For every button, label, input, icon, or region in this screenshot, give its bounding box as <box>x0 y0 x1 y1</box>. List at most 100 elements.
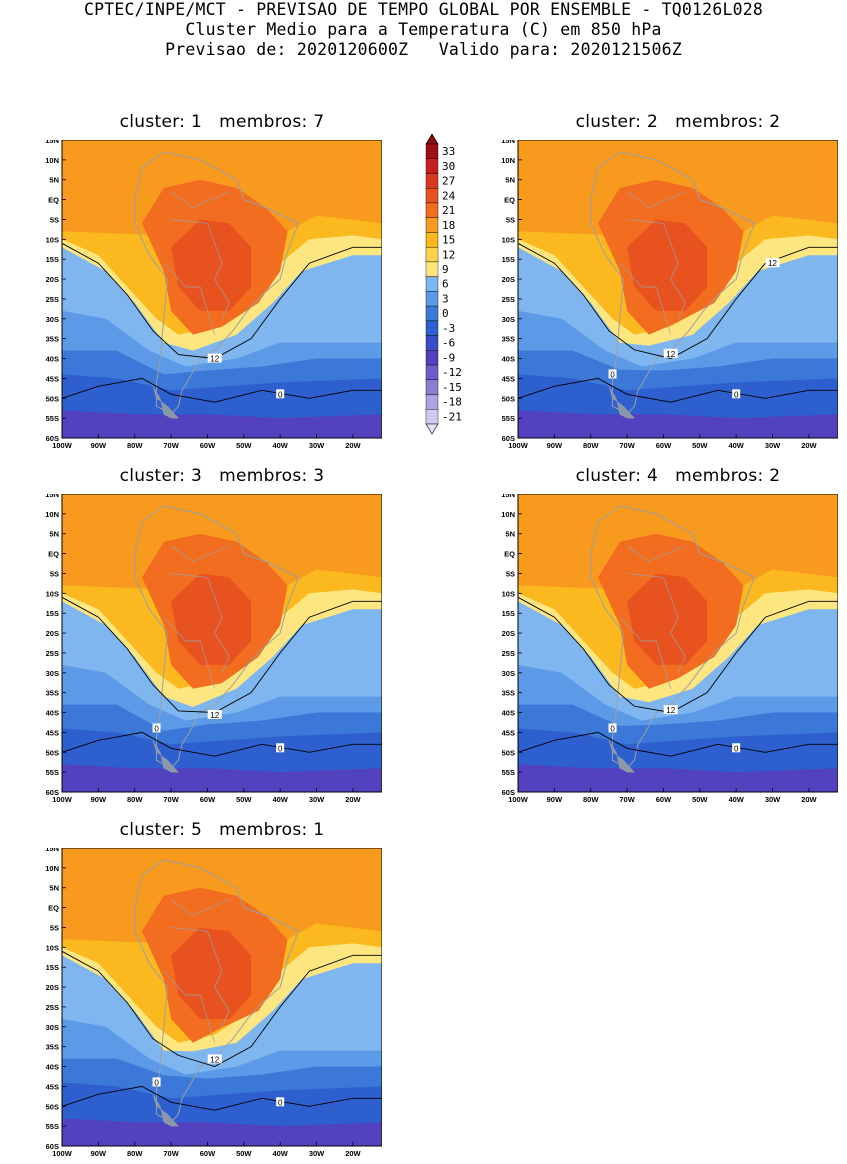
lat-tick-label: 60S <box>46 788 59 797</box>
lon-tick-label: 70W <box>619 441 635 450</box>
lat-tick-label: 20S <box>502 275 515 284</box>
contour-label-12: 12 <box>666 350 675 359</box>
lon-tick-label: 20W <box>345 1149 361 1158</box>
colorbar-label: 24 <box>442 189 456 202</box>
colorbar-label: 12 <box>442 248 455 261</box>
lat-tick-label: 25S <box>502 295 515 304</box>
lat-tick-label: 45S <box>46 1082 59 1091</box>
contour-label-12: 12 <box>666 706 675 715</box>
colorbar-swatch <box>425 276 439 292</box>
lat-tick-label: 10N <box>45 864 59 873</box>
lon-tick-label: 80W <box>127 441 143 450</box>
colorbar-label: 18 <box>442 219 455 232</box>
colorbar-swatch <box>425 409 439 425</box>
lat-tick-label: 35S <box>46 335 59 344</box>
lon-tick-label: 100W <box>508 441 529 450</box>
lon-tick-label: 30W <box>765 795 781 804</box>
lat-tick-label: 15S <box>46 609 59 618</box>
lon-tick-label: 50W <box>692 441 708 450</box>
colorbar-label: -3 <box>442 322 455 335</box>
lat-tick-label: 15S <box>46 255 59 264</box>
lon-tick-label: 70W <box>163 795 179 804</box>
lat-tick-label: 5N <box>49 530 59 539</box>
lat-tick-label: 55S <box>46 768 59 777</box>
lon-tick-label: 80W <box>583 795 599 804</box>
lon-tick-label: 100W <box>52 1149 73 1158</box>
lon-tick-label: 50W <box>236 441 252 450</box>
colorbar-swatch <box>425 335 439 351</box>
lat-tick-label: 5S <box>506 569 515 578</box>
colorbar-swatch <box>425 261 439 277</box>
lat-tick-label: 40S <box>46 355 59 364</box>
colorbar-swatch <box>425 291 439 307</box>
lat-tick-label: 5N <box>505 530 515 539</box>
lon-tick-label: 100W <box>52 441 73 450</box>
lon-tick-label: 100W <box>508 795 529 804</box>
contour-label-12: 12 <box>210 711 219 720</box>
lat-tick-label: 25S <box>46 295 59 304</box>
colorbar-label: 33 <box>442 145 455 158</box>
colorbar-swatch <box>425 350 439 366</box>
lon-tick-label: 80W <box>127 1149 143 1158</box>
lat-tick-label: EQ <box>48 904 59 913</box>
contour-label-bg <box>663 348 678 358</box>
lat-tick-label: EQ <box>504 196 515 205</box>
lat-tick-label: 30S <box>502 315 515 324</box>
lat-tick-label: 35S <box>46 1043 59 1052</box>
lat-tick-label: 15N <box>45 140 59 145</box>
colorbar-swatch <box>425 320 439 336</box>
lat-tick-label: 5S <box>50 215 59 224</box>
colorbar-label: -21 <box>442 410 462 423</box>
lat-tick-label: 10S <box>46 943 59 952</box>
colorbar-swatch <box>425 173 439 189</box>
colorbar-bottom-arrow <box>425 423 439 435</box>
lat-tick-label: 15N <box>45 848 59 853</box>
lat-tick-label: 40S <box>46 709 59 718</box>
contour-label-bg <box>207 1054 222 1064</box>
header-line-3: Previsao de: 2020120600Z Valido para: 20… <box>165 40 682 59</box>
lat-tick-label: 60S <box>502 788 515 797</box>
header-line-1: CPTEC/INPE/MCT - PREVISAO DE TEMPO GLOBA… <box>84 0 763 19</box>
colorbar-label: 3 <box>442 292 449 305</box>
colorbar-label: 27 <box>442 175 455 188</box>
header-line-2: Cluster Medio para a Temperatura (C) em … <box>185 20 662 39</box>
lon-tick-label: 90W <box>91 441 107 450</box>
lon-tick-label: 40W <box>272 795 288 804</box>
panel-title-cluster-2: cluster: 2 membros: 2 <box>575 112 781 132</box>
contour-label-0: 0 <box>278 744 283 753</box>
contour-label-0: 0 <box>154 1078 159 1087</box>
lat-tick-label: 25S <box>46 649 59 658</box>
lon-tick-label: 20W <box>801 795 817 804</box>
contour-label-0: 0 <box>734 744 739 753</box>
lat-tick-label: 40S <box>46 1063 59 1072</box>
lat-tick-label: 50S <box>502 748 515 757</box>
colorbar-label: 0 <box>442 307 449 320</box>
lat-tick-label: 15N <box>501 140 515 145</box>
lat-tick-label: EQ <box>48 196 59 205</box>
lon-tick-label: 30W <box>309 1149 325 1158</box>
lat-tick-label: 45S <box>502 728 515 737</box>
lon-tick-label: 20W <box>345 795 361 804</box>
lat-tick-label: 15S <box>502 255 515 264</box>
lon-tick-label: 90W <box>91 795 107 804</box>
temperature-map-cluster-4: 12 0 0 15N 10N 5N EQ 5S 10S 15S 20S 25S 30S 35S 40S 45S… <box>501 494 838 804</box>
lat-tick-label: 35S <box>502 335 515 344</box>
lon-tick-label: 50W <box>692 795 708 804</box>
contour-label-0: 0 <box>278 1098 283 1107</box>
colorbar-swatch <box>425 379 439 395</box>
lat-tick-label: 25S <box>502 649 515 658</box>
lat-tick-label: 30S <box>46 1023 59 1032</box>
lat-tick-label: 25S <box>46 1003 59 1012</box>
lat-tick-label: 35S <box>502 689 515 698</box>
lat-tick-label: 60S <box>46 434 59 443</box>
colorbar-label: 6 <box>442 278 449 291</box>
contour-label-bg <box>207 353 222 363</box>
lat-tick-label: 20S <box>502 629 515 638</box>
lat-tick-label: 50S <box>46 1102 59 1111</box>
lat-tick-label: 20S <box>46 629 59 638</box>
lat-tick-label: 30S <box>502 669 515 678</box>
lon-tick-label: 60W <box>656 795 672 804</box>
panel-title-cluster-1: cluster: 1 membros: 7 <box>119 112 325 132</box>
lat-tick-label: 15N <box>501 494 515 499</box>
